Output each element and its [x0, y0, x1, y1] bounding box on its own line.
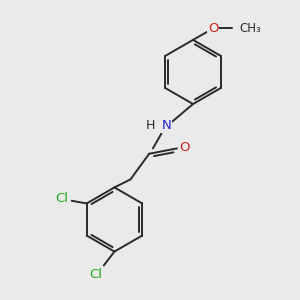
Text: O: O: [208, 22, 219, 34]
Text: CH₃: CH₃: [239, 22, 261, 34]
Text: Cl: Cl: [55, 192, 68, 205]
Text: N: N: [161, 119, 171, 132]
Text: H: H: [146, 119, 155, 132]
Text: Cl: Cl: [89, 268, 102, 281]
Text: O: O: [179, 141, 190, 154]
